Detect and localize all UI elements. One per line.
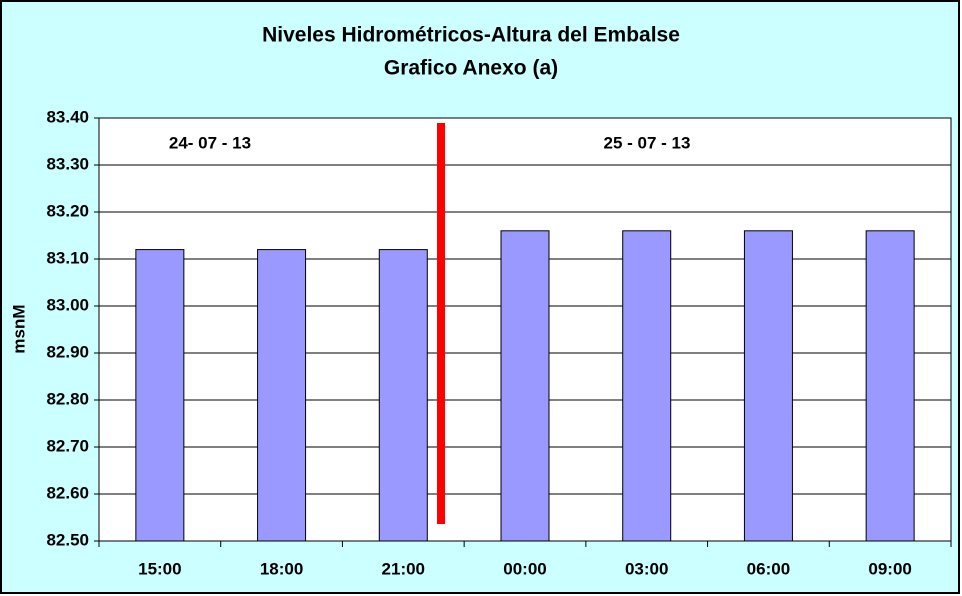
y-tick-label: 82.80 — [46, 389, 89, 408]
y-tick-label: 82.70 — [46, 436, 89, 455]
x-tick-label: 00:00 — [503, 559, 546, 578]
y-tick-label: 83.20 — [46, 201, 89, 220]
y-axis-label: msnM — [9, 304, 28, 353]
chart-title: Niveles Hidrométricos-Altura del Embalse — [262, 24, 680, 47]
x-tick-label: 09:00 — [868, 559, 911, 578]
annotation: 25 - 07 - 13 — [604, 133, 691, 152]
annotation: 24- 07 - 13 — [169, 133, 251, 152]
y-tick-label: 82.50 — [46, 530, 89, 549]
bar — [622, 230, 672, 542]
x-tick-label: 06:00 — [747, 559, 790, 578]
bar — [135, 249, 185, 542]
bar — [257, 249, 307, 542]
x-tick-label: 18:00 — [260, 559, 303, 578]
y-tick-label: 82.60 — [46, 483, 89, 502]
x-tick-label: 21:00 — [382, 559, 425, 578]
bar — [500, 230, 550, 542]
bar — [865, 230, 915, 542]
y-tick-label: 83.10 — [46, 248, 89, 267]
bar — [378, 249, 428, 542]
y-tick-label: 83.40 — [46, 107, 89, 126]
chart-subtitle: Grafico Anexo (a) — [384, 57, 558, 80]
x-tick-label: 03:00 — [625, 559, 668, 578]
y-tick-label: 83.00 — [46, 295, 89, 314]
y-tick-label: 82.90 — [46, 342, 89, 361]
x-tick-label: 15:00 — [138, 559, 181, 578]
y-tick-label: 83.30 — [46, 154, 89, 173]
bar — [743, 230, 793, 542]
